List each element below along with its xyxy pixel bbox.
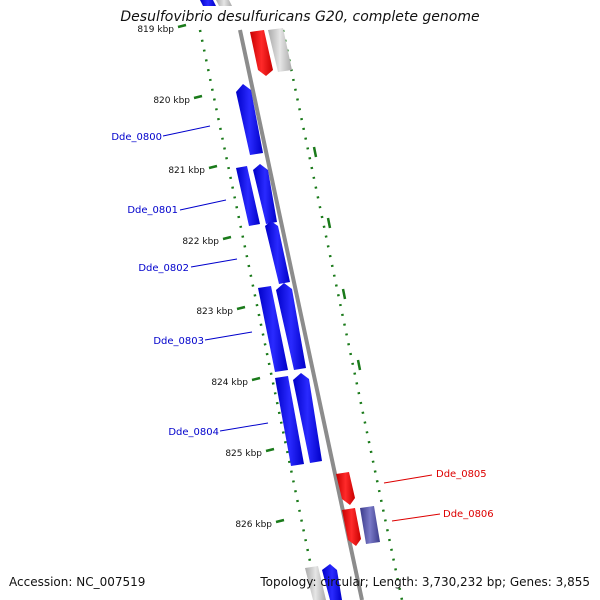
- gene-dde-0801-b: [253, 164, 277, 224]
- genes: [200, 0, 380, 600]
- gene-reverse-top-red: [250, 30, 273, 76]
- gene-label-dde-0806: Dde_0806: [443, 509, 494, 520]
- gene-bottom-gray: [305, 566, 326, 600]
- gene-dde-0802: [265, 221, 290, 284]
- scale-tick-label: 825 kbp: [225, 449, 262, 459]
- gene-dde-0803-b: [276, 283, 306, 370]
- scale-tick-mark: [208, 164, 218, 170]
- scale-tick-mark: [251, 376, 261, 382]
- scale-tick-mark: [177, 23, 187, 29]
- scale-tick-label: 819 kbp: [137, 25, 174, 35]
- gene-dde-0806: [342, 508, 361, 546]
- gene-label-dde-0805: Dde_0805: [436, 469, 487, 480]
- gene-label-dde-0800: Dde_0800: [111, 132, 162, 143]
- gene-labels: Dde_0800 Dde_0801 Dde_0802 Dde_0803 Dde_0804…: [111, 132, 493, 520]
- gene-dde-0805: [336, 472, 355, 505]
- accession-text: Accession: NC_007519: [9, 575, 146, 589]
- gene-top-gray: [216, 0, 232, 6]
- gene-dde-0804-b: [293, 373, 322, 463]
- gene-label-dde-0803: Dde_0803: [153, 336, 204, 347]
- scale-tick-mark: [265, 447, 275, 453]
- outer-ruler-line: [281, 29, 404, 600]
- scale-tick-label: 826 kbp: [235, 520, 272, 530]
- gene-bottom-blue: [322, 564, 342, 600]
- gene-dde-0801-a: [236, 166, 260, 226]
- scale-tick-label: 823 kbp: [196, 307, 233, 317]
- scale-tick-label: 822 kbp: [182, 237, 219, 247]
- gene-label-dde-0802: Dde_0802: [138, 263, 189, 274]
- gene-dde-0800: [236, 84, 263, 155]
- scale-tick-mark: [236, 305, 246, 311]
- scale-tick-mark: [275, 518, 285, 524]
- label-connectors: [162, 125, 441, 522]
- scale-ticks: 819 kbp 820 kbp 821 kbp 822 kbp 823 kbp 824 k…: [137, 23, 285, 530]
- gene-dde-0804-a: [275, 376, 304, 466]
- gene-dde-0806-neighbor: [360, 506, 380, 544]
- gene-top-blue: [200, 0, 216, 6]
- scale-tick-mark: [193, 94, 203, 100]
- gene-top-gray-2: [268, 28, 292, 72]
- genome-title: Desulfovibrio desulfuricans G20, complet…: [120, 9, 480, 25]
- gene-dde-0803-a: [258, 286, 288, 372]
- scale-tick-label: 820 kbp: [153, 96, 190, 106]
- gene-label-dde-0801: Dde_0801: [127, 205, 178, 216]
- scale-tick-label: 824 kbp: [211, 378, 248, 388]
- scale-tick-mark: [222, 235, 232, 241]
- outer-ruler-ticks: [312, 146, 362, 371]
- genome-backbone: [238, 29, 364, 600]
- genome-summary-text: Topology: circular; Length: 3,730,232 bp…: [260, 575, 590, 589]
- scale-tick-label: 821 kbp: [168, 166, 205, 176]
- inner-ruler-line: [198, 29, 320, 600]
- gene-label-dde-0804: Dde_0804: [168, 427, 219, 438]
